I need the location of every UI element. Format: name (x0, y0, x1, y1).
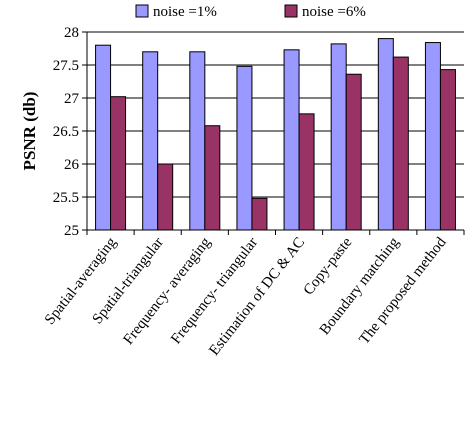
x-tick-labels: Spatial-averagingSpatial-triangularFrequ… (42, 234, 450, 359)
bar-series-2 (157, 163, 174, 231)
y-tick-label: 26.5 (53, 124, 79, 140)
bar-series-1 (330, 43, 347, 231)
bar-series-1 (424, 42, 441, 231)
bar-series-1 (189, 51, 206, 231)
legend-swatch-series-1 (135, 4, 149, 18)
y-tick-label: 27 (64, 91, 80, 107)
y-axis-title: PSNR (db) (20, 92, 39, 171)
bar-series-1 (142, 51, 159, 231)
y-tick-labels: 25 25.5 26 26.5 27 27.5 28 (53, 25, 80, 239)
y-tick-label: 28 (64, 25, 79, 41)
bar-series-2 (110, 96, 127, 231)
bar-series-1 (377, 38, 394, 231)
y-tick-label: 26 (64, 157, 80, 173)
legend-label-series-1: noise =1% (153, 4, 217, 20)
bar-series-1 (283, 49, 300, 231)
bar-series-1 (236, 65, 253, 231)
y-tick-label: 25 (64, 223, 79, 239)
x-category-label: Estimation of DC & AC (206, 235, 308, 359)
axes-layer (82, 31, 465, 235)
x-category-label: The proposed method (356, 234, 449, 347)
y-tick-label: 25.5 (53, 190, 79, 206)
bar-series-2 (204, 125, 221, 231)
bar-series-2 (345, 73, 362, 231)
chart-legend: noise =1% noise =6% (135, 4, 366, 20)
bars-layer (95, 38, 456, 231)
bar-series-2 (251, 197, 268, 231)
bar-series-1 (95, 44, 112, 231)
legend-swatch-series-2 (284, 4, 298, 18)
x-category-label: Frequency- triangular (168, 235, 261, 348)
x-category-label: Frequency- averaging (121, 234, 215, 348)
bar-series-2 (392, 56, 409, 231)
legend-label-series-2: noise =6% (302, 4, 366, 20)
bar-series-2 (298, 113, 315, 231)
bar-series-2 (439, 69, 456, 231)
y-tick-label: 27.5 (53, 58, 79, 74)
